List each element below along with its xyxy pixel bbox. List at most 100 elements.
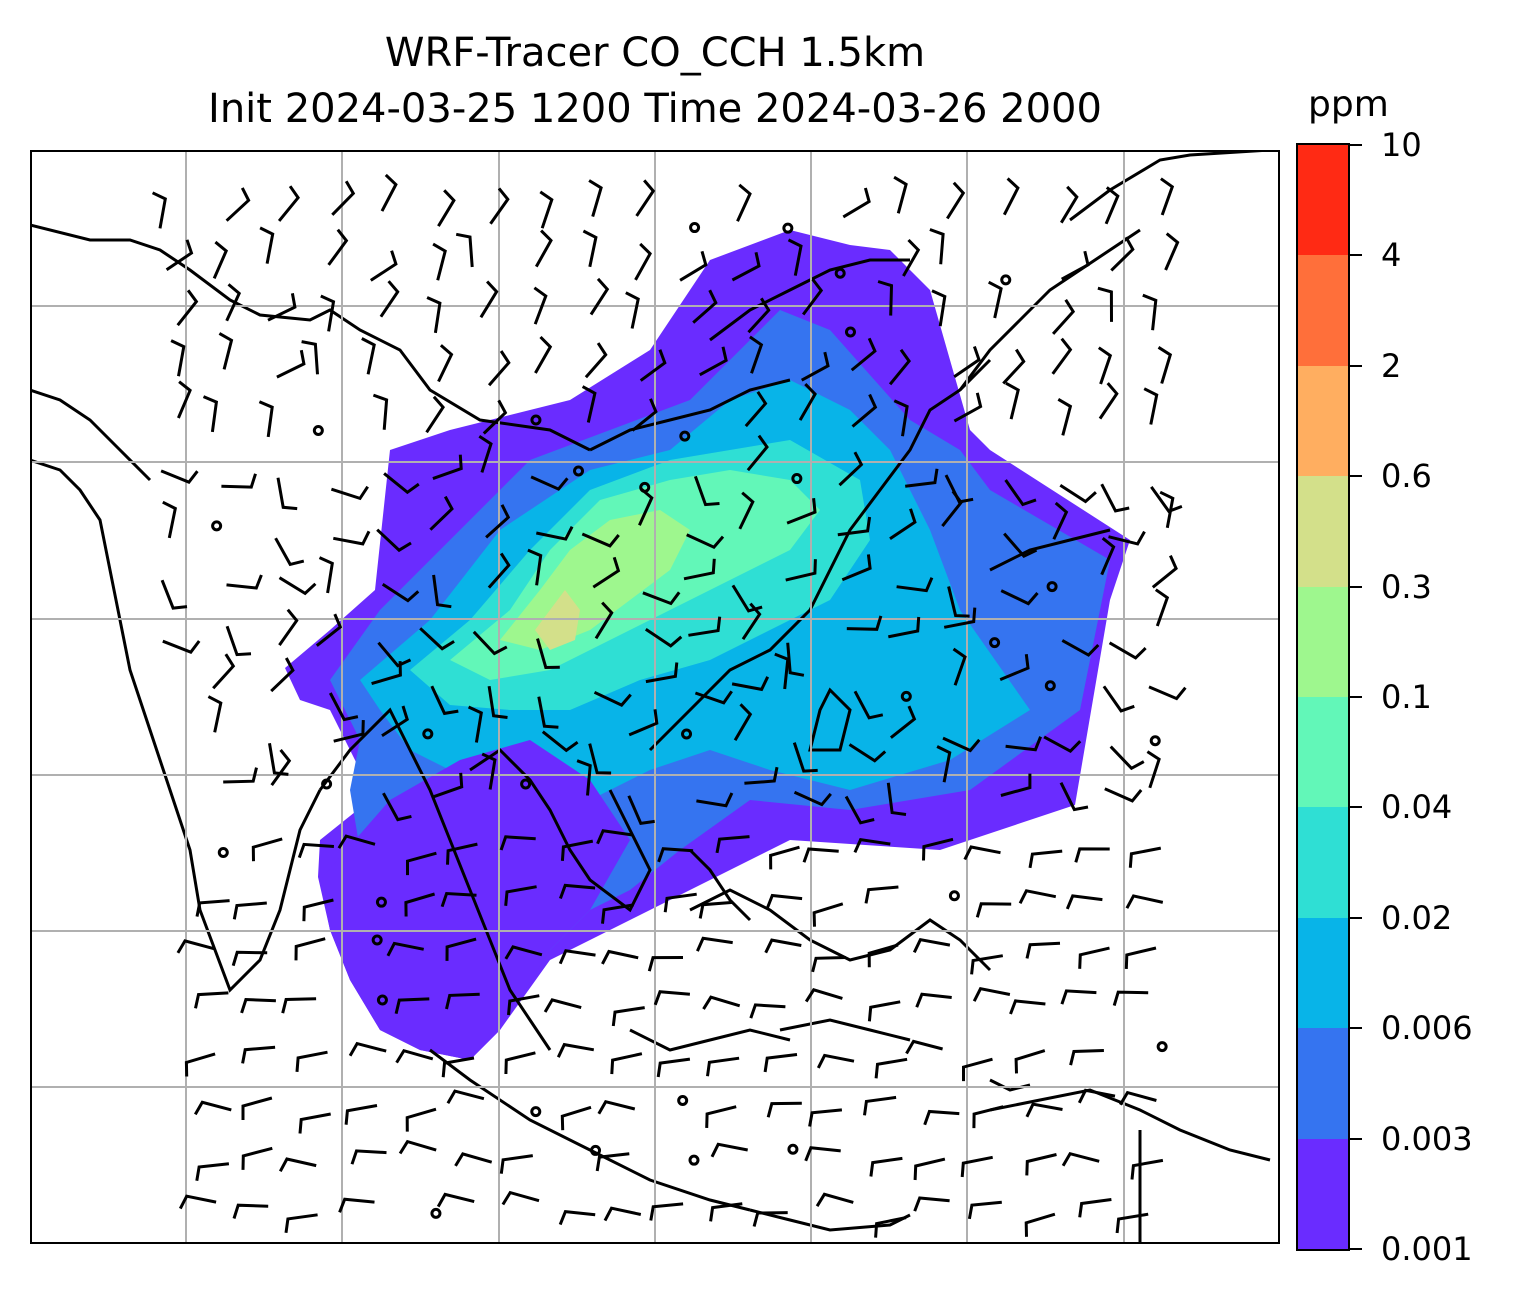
map-title-line1: WRF-Tracer CO_CCH 1.5km [384, 30, 926, 76]
wind-barb [744, 766, 779, 785]
wind-barb [657, 847, 694, 863]
colorbar-segment [1298, 1027, 1348, 1139]
wind-barb [534, 335, 553, 374]
wind-barb [406, 851, 437, 876]
wind-barb [276, 349, 306, 379]
wind-barb [1104, 787, 1143, 803]
wind-barb [1124, 946, 1157, 969]
wind-barb [405, 1107, 437, 1132]
wind-barb [1005, 736, 1042, 752]
wind-barb [647, 956, 684, 972]
wind-barb [240, 997, 276, 1014]
wind-barb [1125, 894, 1164, 909]
wind-barb [472, 630, 508, 656]
colorbar-tick [1350, 144, 1362, 146]
wind-barb [628, 709, 659, 737]
calm-wind-marker [989, 637, 1001, 649]
wind-barb [889, 508, 917, 541]
wind-barb [429, 495, 454, 531]
wind-barb [338, 1197, 375, 1213]
wind-barb [766, 1101, 802, 1118]
calm-wind-marker [834, 267, 846, 279]
wind-barb [1077, 1088, 1116, 1104]
wind-barb [972, 987, 1011, 1002]
wind-barb [960, 1155, 993, 1178]
calm-wind-marker [791, 473, 803, 485]
wind-barb [625, 291, 640, 329]
tracer-field [285, 230, 1130, 1060]
wind-barb [259, 226, 275, 264]
colorbar-tick-label: 0.04 [1381, 788, 1453, 827]
wind-barb [270, 657, 295, 693]
wind-barb [534, 229, 553, 268]
wind-barb [558, 883, 596, 900]
calm-wind-marker [530, 1106, 542, 1118]
wind-barb [454, 1152, 493, 1167]
wind-barb [268, 743, 289, 776]
wind-barb [642, 591, 681, 606]
wind-barb [988, 280, 1003, 319]
wind-barb [610, 1052, 643, 1075]
wind-barb [344, 1104, 378, 1125]
wind-barb [202, 395, 219, 433]
wind-barb [1151, 554, 1178, 589]
wind-barb [953, 392, 983, 423]
wind-barb [946, 181, 966, 220]
wind-barb [1051, 337, 1073, 375]
wind-barb [929, 228, 945, 265]
wind-barb [639, 349, 667, 382]
wind-barb [162, 639, 201, 655]
gridlines [30, 150, 1280, 1244]
wind-barb [535, 526, 574, 541]
wind-barb [218, 332, 234, 370]
wind-barb [430, 685, 459, 716]
wind-barb [763, 1053, 798, 1073]
wind-barb [808, 1108, 843, 1127]
wind-barb [913, 1196, 950, 1212]
colorbar-tick-label: 0.001 [1381, 1230, 1473, 1268]
colorbar-tick-label: 4 [1381, 236, 1402, 275]
wind-barb [915, 992, 952, 1008]
wind-barb [846, 615, 883, 631]
wind-barb [504, 885, 537, 906]
wind-barb [369, 250, 398, 282]
wind-barb [432, 574, 452, 609]
colorbar-tick-label: 0.003 [1381, 1119, 1473, 1158]
wind-barb [941, 490, 963, 528]
wind-barb [1025, 1153, 1057, 1176]
wind-barb [241, 1096, 273, 1120]
wind-barb [195, 899, 230, 917]
wind-barb [967, 1200, 1002, 1220]
calm-wind-marker [677, 1094, 689, 1106]
wind-barb [923, 1109, 960, 1126]
wind-barb [970, 954, 1004, 975]
wind-barb [176, 289, 199, 327]
wind-barb [888, 348, 911, 386]
wind-barb [774, 652, 790, 690]
wind-barb [1002, 348, 1026, 385]
wind-barb [501, 1190, 540, 1206]
wind-barb [507, 994, 540, 1016]
wind-barb [696, 792, 734, 808]
wind-barb [702, 995, 741, 1010]
wind-barb [679, 250, 708, 282]
calm-wind-marker [376, 994, 388, 1006]
wind-barb [232, 1203, 269, 1219]
wind-barb [699, 346, 728, 377]
calm-wind-marker [782, 222, 794, 234]
wind-barb [274, 537, 305, 567]
wind-barb [278, 608, 299, 646]
wind-barb [1052, 501, 1069, 540]
wind-barb [432, 772, 464, 799]
wind-barb [962, 1057, 993, 1082]
wind-barb [1057, 398, 1073, 436]
wind-barb [953, 346, 981, 378]
wind-barb [1061, 1151, 1100, 1167]
wind-barb [445, 937, 477, 961]
calm-wind-marker [371, 934, 383, 946]
wind-barb [560, 1105, 592, 1131]
wind-barb [663, 892, 697, 913]
wind-barb [800, 351, 830, 382]
wind-barb [747, 297, 771, 334]
colorbar-tick [1350, 475, 1362, 478]
